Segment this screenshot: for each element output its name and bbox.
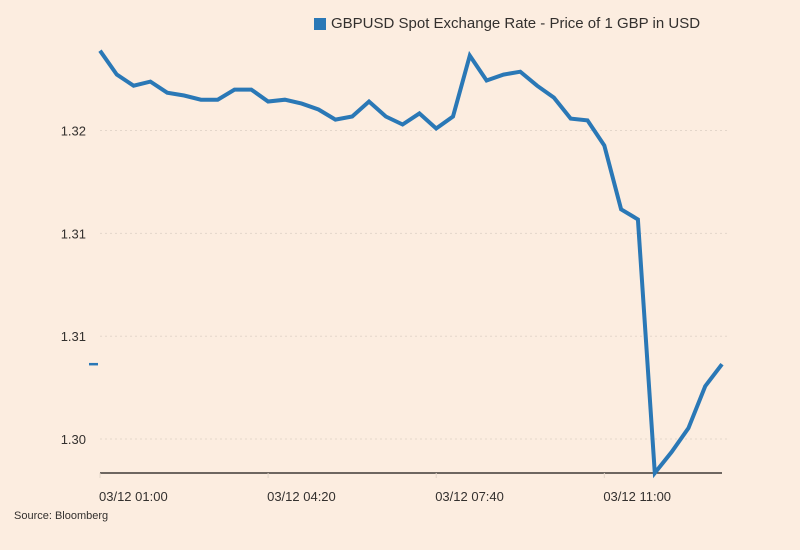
- y-tick-label: 1.32: [61, 124, 86, 139]
- x-tick-label: 03/12 04:20: [267, 489, 336, 504]
- x-tick-label: 03/12 07:40: [435, 489, 504, 504]
- y-tick-label: 1.31: [61, 329, 86, 344]
- gridlines: [100, 130, 727, 440]
- legend: GBPUSD Spot Exchange Rate - Price of 1 G…: [314, 15, 700, 32]
- x-tick-label: 03/12 11:00: [603, 489, 671, 504]
- legend-label: GBPUSD Spot Exchange Rate - Price of 1 G…: [331, 15, 701, 32]
- y-axis-ticks: 1.32 1.31 1.31 1.30: [61, 124, 86, 448]
- x-axis-ticks: 03/12 01:00 03/12 04:20 03/12 07:40 03/12 1…: [99, 473, 671, 504]
- y-tick-label: 1.30: [61, 432, 86, 447]
- source-note: Source: Bloomberg: [14, 510, 109, 522]
- series-line-gbpusd: [98, 49, 724, 479]
- x-tick-label: 03/12 01:00: [99, 489, 168, 504]
- legend-swatch: [314, 17, 326, 30]
- y-tick-label: 1.31: [61, 226, 86, 241]
